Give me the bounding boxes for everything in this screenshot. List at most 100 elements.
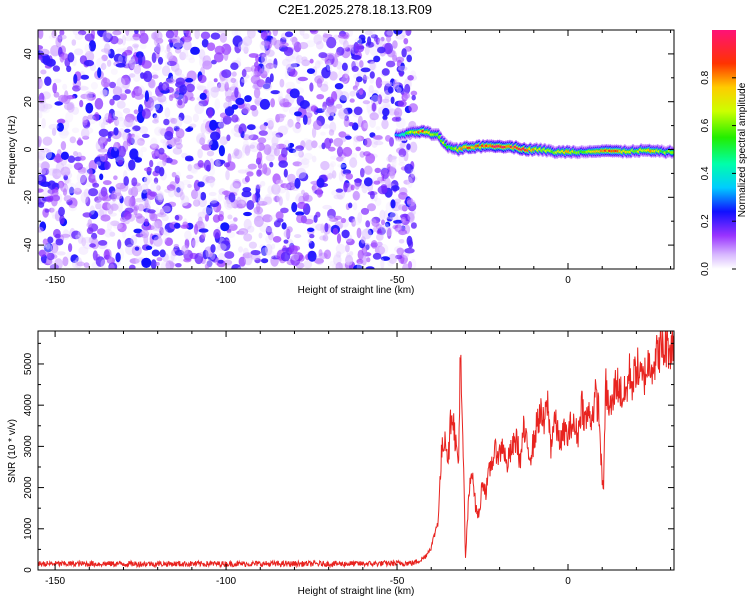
noise-speckle	[345, 244, 350, 253]
noise-speckle	[353, 135, 362, 143]
noise-speckle	[367, 203, 376, 212]
noise-speckle	[194, 103, 205, 115]
noise-speckle	[342, 146, 353, 157]
noise-speckle	[384, 30, 393, 38]
noise-speckle	[339, 95, 347, 104]
noise-speckle	[233, 217, 238, 222]
noise-speckle	[133, 228, 143, 234]
noise-speckle	[110, 68, 118, 75]
noise-speckle	[376, 233, 384, 241]
colorbar-tick-label: 0.0	[700, 262, 711, 276]
noise-speckle	[174, 68, 183, 76]
noise-speckle	[38, 111, 43, 119]
noise-speckle	[292, 123, 302, 134]
noise-speckle	[266, 59, 274, 70]
noise-speckle	[164, 61, 171, 68]
noise-speckle	[356, 135, 365, 142]
noise-speckle	[39, 243, 48, 248]
noise-speckle	[217, 214, 224, 222]
noise-speckle	[367, 36, 372, 46]
noise-speckle	[173, 39, 184, 49]
noise-speckle	[258, 232, 263, 239]
noise-speckle	[180, 224, 190, 229]
noise-speckle	[321, 67, 331, 79]
noise-speckle	[393, 198, 402, 204]
noise-speckle	[117, 159, 124, 166]
noise-speckle	[173, 243, 179, 248]
noise-speckle	[397, 65, 408, 72]
noise-speckle	[59, 214, 65, 225]
noise-speckle	[134, 30, 139, 34]
noise-speckle	[179, 51, 187, 61]
noise-speckle	[232, 180, 241, 189]
spectrogram-x-tick-label: -150	[45, 275, 65, 286]
noise-speckle	[139, 43, 147, 50]
noise-speckle	[270, 37, 277, 46]
noise-speckle	[363, 177, 373, 187]
noise-speckle	[290, 63, 300, 68]
noise-speckle	[100, 48, 110, 53]
noise-speckle	[52, 245, 57, 256]
noise-speckle	[357, 212, 363, 224]
snr-frame	[37, 330, 675, 571]
noise-speckle	[87, 114, 96, 120]
noise-speckle	[266, 250, 275, 259]
noise-speckle	[258, 56, 265, 63]
noise-speckle	[107, 137, 112, 142]
noise-speckle	[181, 244, 189, 255]
noise-speckle	[371, 102, 377, 112]
noise-speckle	[382, 107, 390, 117]
noise-speckle	[73, 151, 78, 157]
noise-speckle	[353, 264, 363, 269]
snr-y-axis: 0 1000 2000 3000 4000 5000	[23, 342, 674, 573]
noise-speckle	[224, 251, 235, 259]
noise-speckle	[106, 221, 113, 231]
noise-speckle	[251, 254, 261, 261]
noise-speckle	[159, 192, 164, 201]
noise-speckle	[392, 79, 400, 90]
noise-speckle	[71, 260, 79, 269]
snr-y-tick-label: 2000	[23, 476, 34, 499]
noise-speckle	[362, 75, 369, 80]
noise-speckle	[252, 193, 257, 204]
noise-speckle	[118, 55, 123, 64]
noise-speckle	[60, 141, 67, 151]
noise-speckle	[243, 211, 252, 217]
noise-speckle	[278, 160, 289, 168]
noise-speckle	[377, 46, 386, 54]
noise-speckle	[294, 195, 304, 203]
noise-speckle	[329, 260, 336, 267]
noise-speckle	[259, 98, 271, 110]
noise-speckle	[150, 181, 160, 193]
noise-speckle	[244, 253, 253, 266]
noise-speckle	[374, 167, 382, 174]
noise-speckle	[85, 102, 94, 114]
noise-speckle	[290, 36, 298, 43]
noise-speckle	[113, 175, 118, 180]
noise-speckle	[46, 195, 53, 203]
noise-speckle	[403, 92, 410, 99]
noise-speckle	[144, 218, 149, 226]
noise-speckle	[161, 228, 168, 235]
noise-speckle	[210, 244, 216, 253]
noise-speckle	[63, 195, 72, 202]
noise-speckle	[249, 144, 255, 149]
noise-speckle	[228, 223, 238, 231]
noise-speckle	[188, 164, 198, 173]
noise-speckle	[112, 94, 121, 101]
noise-speckle	[150, 137, 158, 148]
noise-speckle	[313, 214, 318, 223]
noise-speckle	[200, 31, 211, 40]
noise-speckle	[309, 30, 317, 33]
noise-speckle	[391, 159, 397, 169]
noise-speckle	[141, 257, 152, 268]
noise-speckle	[313, 34, 323, 45]
noise-speckle	[112, 111, 123, 120]
noise-speckle	[45, 58, 56, 67]
noise-speckle	[389, 168, 396, 179]
noise-speckle	[74, 33, 84, 40]
noise-speckle	[103, 249, 110, 260]
noise-speckle	[289, 88, 300, 99]
noise-speckle	[117, 117, 124, 122]
